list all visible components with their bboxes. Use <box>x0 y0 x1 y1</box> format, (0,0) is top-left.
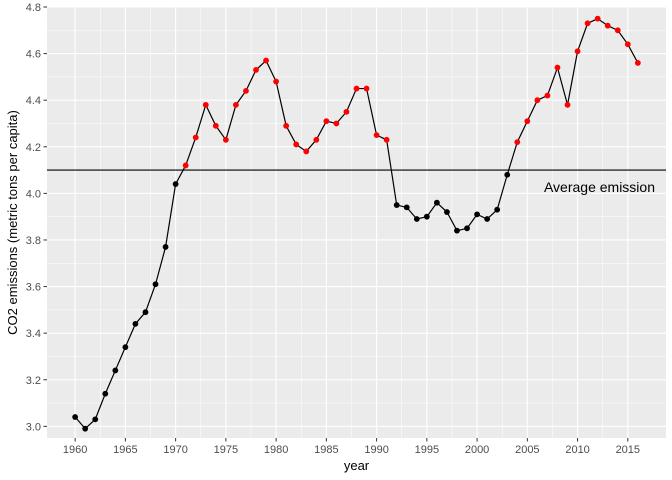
data-point <box>604 22 611 29</box>
data-point <box>494 206 501 213</box>
data-point <box>544 92 551 99</box>
data-point <box>222 136 229 143</box>
data-point <box>363 85 370 92</box>
data-point <box>554 64 561 71</box>
data-point <box>212 122 219 129</box>
data-point <box>313 136 320 143</box>
data-point <box>92 416 99 423</box>
data-point <box>333 120 340 127</box>
x-tick-label: 1985 <box>314 444 338 456</box>
data-point <box>423 213 430 220</box>
data-point <box>484 216 491 222</box>
y-tick-label: 3.0 <box>26 421 41 433</box>
y-tick-label: 4.8 <box>26 2 41 14</box>
data-point <box>413 216 420 222</box>
data-point <box>343 108 350 115</box>
data-point <box>202 101 209 108</box>
data-point <box>263 57 269 64</box>
data-point <box>564 101 571 108</box>
average-emission-label: Average emission <box>544 179 655 195</box>
data-point <box>323 118 330 125</box>
data-point <box>283 122 290 129</box>
data-point <box>524 118 531 125</box>
data-point <box>624 41 631 48</box>
x-tick-label: 1970 <box>163 444 187 456</box>
data-point <box>273 78 280 85</box>
data-point <box>403 204 410 211</box>
y-tick-label: 4.0 <box>26 188 41 200</box>
data-point <box>303 148 310 155</box>
x-tick-label: 2015 <box>616 444 640 456</box>
data-point <box>112 367 119 374</box>
x-tick-label: 1965 <box>113 444 137 456</box>
data-point <box>102 390 109 397</box>
data-point <box>444 209 450 215</box>
data-point <box>514 139 521 146</box>
y-tick-label: 3.4 <box>26 328 41 340</box>
data-point <box>584 20 591 27</box>
data-point <box>243 87 249 94</box>
data-point <box>152 281 159 288</box>
minor-gridlines <box>47 7 666 438</box>
data-point <box>192 134 199 141</box>
x-tick-label: 1995 <box>415 444 439 456</box>
x-tick-label: 1980 <box>264 444 288 456</box>
data-point <box>634 60 641 66</box>
y-axis-ticks: 3.0 3.2 3.4 3.6 3.8 4.0 4.2 4.4 4.6 4.8 <box>26 2 47 433</box>
y-tick-label: 3.2 <box>26 375 41 387</box>
x-axis-title: year <box>344 458 370 473</box>
data-point <box>142 309 149 316</box>
data-point <box>132 320 139 327</box>
data-point <box>474 211 480 218</box>
data-point <box>534 97 541 104</box>
data-point <box>182 162 189 169</box>
data-point <box>433 199 440 206</box>
x-tick-label: 1960 <box>63 444 87 456</box>
data-point <box>614 27 621 34</box>
data-point <box>353 85 360 92</box>
data-point <box>253 67 259 73</box>
data-point <box>464 225 470 232</box>
data-point <box>233 101 239 108</box>
data-point <box>293 141 300 148</box>
x-tick-label: 2000 <box>465 444 489 456</box>
x-tick-label: 1975 <box>214 444 238 456</box>
y-tick-label: 4.4 <box>26 95 41 107</box>
data-point <box>373 132 380 139</box>
data-point <box>172 181 179 187</box>
x-tick-label: 2005 <box>515 444 539 456</box>
data-point <box>383 136 390 143</box>
x-tick-label: 1990 <box>364 444 388 456</box>
data-point <box>72 414 79 420</box>
y-tick-label: 4.2 <box>26 142 41 154</box>
x-tick-label: 2010 <box>565 444 589 456</box>
data-point <box>122 344 129 351</box>
y-tick-label: 3.6 <box>26 282 41 294</box>
data-point <box>574 48 581 55</box>
data-point <box>393 202 400 208</box>
x-axis-ticks: 1960 1965 1970 1975 1980 1985 1990 1995 2000 2005… <box>63 438 640 456</box>
y-tick-label: 4.6 <box>26 49 41 61</box>
data-point <box>454 227 460 234</box>
data-point <box>162 244 169 250</box>
major-gridlines <box>47 6 666 438</box>
data-point <box>594 15 601 22</box>
y-tick-label: 3.8 <box>26 235 41 247</box>
y-axis-title: CO2 emissions (metric tons per capita) <box>5 110 20 335</box>
data-point <box>504 171 511 178</box>
data-point <box>82 425 89 432</box>
data-points <box>72 15 641 432</box>
plot-panel <box>47 7 666 438</box>
